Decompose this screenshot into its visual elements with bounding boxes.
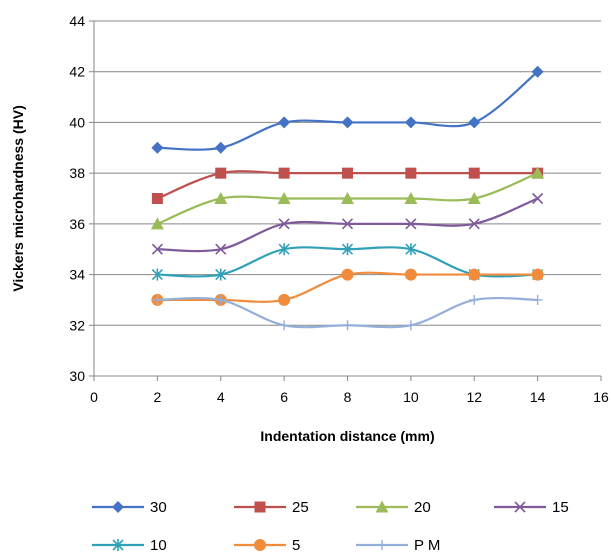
- data-point: [405, 116, 417, 128]
- y-tick-label: 36: [69, 216, 85, 232]
- data-point: [468, 269, 480, 281]
- legend: 30 25 20 15 10 5 P M: [92, 499, 569, 552]
- data-point: [533, 295, 543, 305]
- data-point: [342, 116, 354, 128]
- legend-label: 25: [292, 499, 309, 516]
- y-tick-label: 42: [69, 64, 85, 80]
- data-point: [342, 168, 353, 179]
- data-point: [468, 116, 480, 128]
- x-tick-label: 2: [153, 389, 161, 405]
- series-line: [157, 72, 537, 150]
- data-point: [279, 320, 289, 330]
- data-point: [215, 142, 227, 154]
- x-tick-label: 12: [466, 389, 482, 405]
- data-point: [343, 320, 353, 330]
- y-axis-title: Vickers microhardness (HV): [10, 105, 26, 292]
- x-tick-label: 8: [344, 389, 352, 405]
- legend-item: P M: [356, 537, 440, 552]
- data-point: [278, 294, 290, 306]
- series-group: [151, 66, 544, 331]
- legend-label: 30: [150, 499, 167, 516]
- legend-marker: [255, 502, 266, 513]
- y-tick-label: 40: [69, 114, 85, 130]
- data-point: [406, 320, 416, 330]
- data-point: [532, 269, 544, 281]
- legend-label: 5: [292, 537, 300, 552]
- x-tick-label: 16: [593, 389, 609, 405]
- data-point: [279, 168, 290, 179]
- x-tick-label: 0: [90, 389, 98, 405]
- x-axis-title: Indentation distance (mm): [260, 428, 434, 444]
- y-tick-label: 38: [69, 165, 85, 181]
- legend-marker: [254, 539, 266, 551]
- x-tick-label: 4: [217, 389, 225, 405]
- legend-label: 20: [414, 499, 431, 516]
- data-point: [405, 269, 417, 281]
- legend-label: 10: [150, 537, 167, 552]
- data-point: [151, 142, 163, 154]
- data-point: [405, 168, 416, 179]
- legend-item: 20: [356, 499, 431, 516]
- series-30: [151, 66, 543, 154]
- data-point: [469, 295, 479, 305]
- data-point: [152, 193, 163, 204]
- legend-marker: [112, 501, 124, 513]
- x-tick-label: 14: [530, 389, 546, 405]
- x-tick-label: 6: [280, 389, 288, 405]
- y-tick-label: 32: [69, 317, 85, 333]
- legend-item: 25: [234, 499, 309, 516]
- y-tick-label: 30: [69, 368, 85, 384]
- legend-item: 15: [494, 499, 569, 516]
- y-tick-label: 44: [69, 13, 85, 29]
- data-point: [342, 269, 354, 281]
- legend-marker: [377, 540, 387, 550]
- data-point: [278, 116, 290, 128]
- x-tick-label: 10: [403, 389, 419, 405]
- y-tick-label: 34: [69, 267, 85, 283]
- legend-label: P M: [414, 537, 440, 552]
- legend-item: 30: [92, 499, 167, 516]
- data-point: [533, 194, 543, 204]
- legend-item: 10: [92, 537, 167, 552]
- data-point: [469, 168, 480, 179]
- data-point: [215, 168, 226, 179]
- legend-label: 15: [552, 499, 569, 516]
- legend-item: 5: [234, 537, 300, 552]
